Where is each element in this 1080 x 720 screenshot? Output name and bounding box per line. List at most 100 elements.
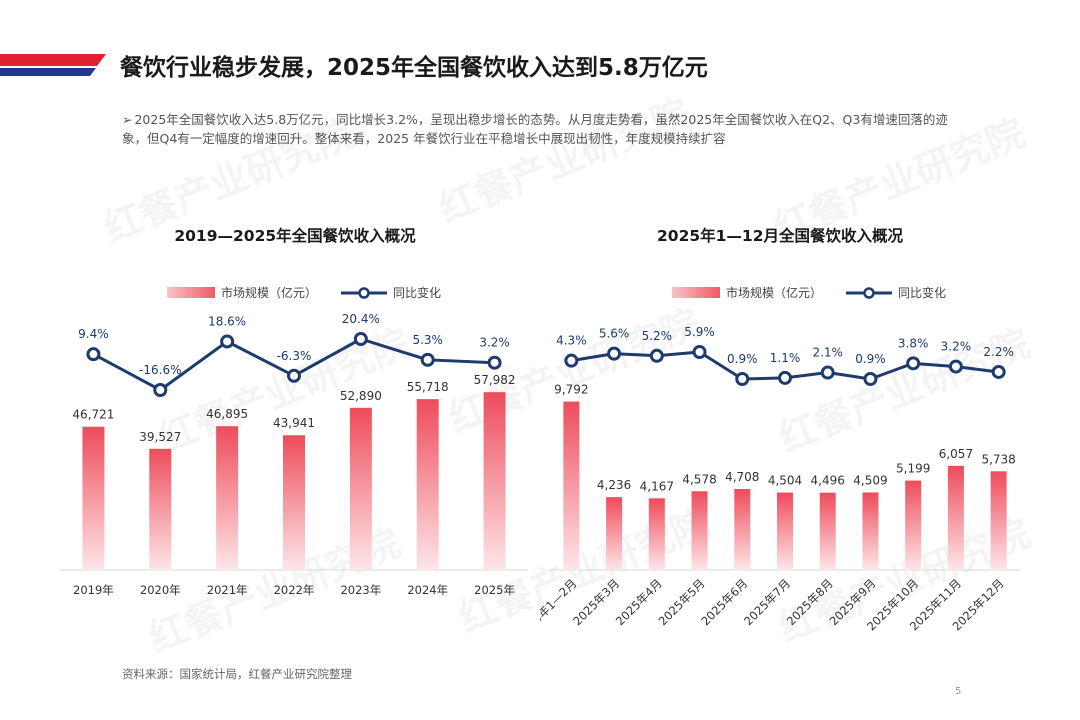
yoy-point [353,332,368,346]
bar-value-label: 43,941 [273,416,315,430]
yoy-label: 9.4% [78,327,109,341]
legend-bar-swatch [167,287,215,298]
bar-value-label: 4,496 [811,474,845,488]
bar [947,465,964,570]
bar [349,407,372,570]
legend-line-swatch [341,286,388,299]
yoy-label: 0.9% [855,352,886,366]
watermark: 红餐产业研究院 [429,82,696,233]
yoy-point [863,372,878,386]
yoy-point [778,370,792,385]
yoy-label: 1.1% [770,351,801,365]
bar [216,426,239,570]
summary-text: 2025年全国餐饮收入达5.8万亿元，同比增长3.2%，呈现出稳步增长的态势。从… [122,112,948,146]
yoy-point [820,365,835,380]
yoy-point [607,346,622,361]
bar-value-label: 4,167 [640,479,674,493]
yoy-label: 3.2% [941,340,972,354]
bar [905,480,922,570]
yoy-label: 0.9% [727,352,758,366]
legend-bar-swatch [672,287,720,298]
bar [483,392,506,570]
yoy-label: 18.6% [208,314,246,328]
bar [416,399,439,570]
bar [563,401,580,570]
bar-value-label: 5,738 [981,452,1015,466]
yoy-point [487,355,502,370]
yoy-point [948,359,963,374]
bar-value-label: 46,721 [72,408,114,422]
bar [648,498,665,570]
page-number: 5 [955,686,962,697]
x-tick-label: 2025年1—2月 [540,576,579,641]
summary-paragraph: ➢ 2025年全国餐饮收入达5.8万亿元，同比增长3.2%，呈现出稳步增长的态势。… [122,110,972,148]
yoy-label: 3.2% [479,336,510,350]
right-chart-title: 2025年1—12月全国餐饮收入概况 [657,227,903,245]
yoy-label: 5.6% [599,327,630,341]
x-tick-label: 2025年 [474,583,515,597]
x-tick-label: 2019年 [73,583,114,597]
bar [691,491,708,570]
x-tick-label: 2024年 [407,583,448,597]
header-accent-banner [0,54,106,76]
left-chart-legend: 市场规模（亿元） 同比变化 [167,284,441,301]
annual-revenue-chart: 46,721 39,527 46,895 43,941 52,890 55,718 57,9… [60,312,528,597]
yoy-label: -16.6% [139,363,181,377]
legend-bar-label: 市场规模（亿元） [221,286,318,300]
bar-value-label: 6,057 [939,447,973,461]
source-note: 资料来源：国家统计局，红餐产业研究院整理 [122,667,352,681]
bar [734,489,751,570]
yoy-label: 4.3% [556,334,587,348]
yoy-point [420,352,435,367]
yoy-label: 2.1% [812,346,843,360]
bar [862,492,879,570]
page-title: 餐饮行业稳步发展，2025年全国餐饮收入达到5.8万亿元 [120,55,708,81]
x-tick-label: 2022年 [274,583,315,597]
legend-line-label: 同比变化 [898,286,947,300]
bar-value-label: 46,895 [206,407,248,421]
bar-value-label: 4,708 [725,470,759,484]
bar-value-label: 4,578 [682,472,716,486]
x-tick-label: 2023年 [340,583,381,597]
yoy-point [649,348,664,363]
bar [283,435,305,570]
yoy-label: 3.8% [898,336,929,350]
yoy-point [86,347,101,362]
yoy-point [991,364,1006,379]
bar [606,497,623,570]
yoy-label: -6.3% [277,349,312,363]
bar-value-label: 52,890 [340,389,382,403]
yoy-point [564,353,579,368]
bar-value-label: 55,718 [407,380,449,394]
bar-value-label: 4,509 [853,473,887,487]
bar-value-label: 39,527 [139,430,181,444]
yoy-point [287,368,301,383]
bar-value-label: 4,236 [597,478,631,492]
bar-value-label: 4,504 [768,474,802,488]
yoy-point [906,356,921,371]
legend-line-label: 同比变化 [393,286,442,300]
right-chart-legend: 市场规模（亿元） 同比变化 [672,284,946,301]
x-tick-label: 2021年 [207,583,248,597]
x-tick-label: 2020年 [140,583,181,597]
bar-value-label: 9,792 [554,383,588,397]
yoy-point [220,334,235,349]
bar-value-label: 57,982 [474,373,516,387]
yoy-label: 2.2% [983,345,1014,359]
yoy-label: 20.4% [342,312,380,326]
yoy-label: 5.2% [642,329,673,343]
left-chart-title: 2019—2025年全国餐饮收入概况 [174,227,416,245]
bar [149,448,172,570]
yoy-label: 5.3% [412,333,443,347]
yoy-point [735,372,750,386]
bar [819,492,836,570]
bar [777,492,793,570]
yoy-point [692,345,707,359]
bar-value-label: 5,199 [896,462,930,476]
legend-line-swatch [846,286,893,299]
bullet-arrow-icon: ➢ [122,112,133,127]
yoy-label: 5.9% [684,325,715,339]
monthly-revenue-chart: 9,792 4,236 4,167 4,578 4,708 4,504 4,496 4,509… [540,325,1020,642]
bar [82,426,105,570]
legend-bar-label: 市场规模（亿元） [726,286,823,300]
